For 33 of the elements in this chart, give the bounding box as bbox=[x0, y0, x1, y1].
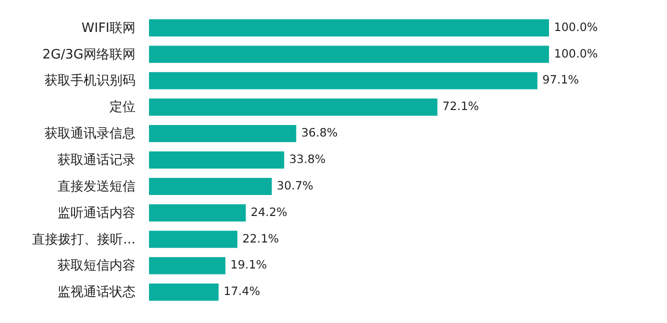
data-label: 19.1% bbox=[230, 258, 268, 272]
bar bbox=[149, 151, 284, 169]
data-label: 36.8% bbox=[301, 126, 338, 140]
bar bbox=[149, 124, 296, 142]
y-tick-label: 定位 bbox=[110, 100, 136, 116]
y-tick-label: 获取手机识别码 bbox=[44, 74, 136, 89]
bar bbox=[149, 98, 438, 116]
data-label: 30.7% bbox=[276, 178, 314, 192]
bar bbox=[149, 72, 538, 90]
bar bbox=[149, 46, 549, 63]
data-label: 100.0% bbox=[554, 46, 598, 60]
data-label: 17.4% bbox=[224, 284, 260, 298]
data-label: 72.1% bbox=[442, 99, 480, 114]
y-tick-label: 获取通讯录信息 bbox=[44, 126, 136, 142]
bar bbox=[149, 178, 272, 196]
bar bbox=[149, 257, 226, 274]
bar bbox=[149, 230, 238, 248]
y-tick-label: 获取短信内容 bbox=[58, 258, 136, 274]
y-tick-label: WIFI联网 bbox=[82, 20, 136, 36]
data-label: 22.1% bbox=[242, 231, 280, 246]
data-label: 100.0% bbox=[554, 20, 598, 34]
y-tick-label: 监听通话内容 bbox=[58, 204, 136, 221]
bar bbox=[149, 19, 549, 36]
y-tick-label: 直接拨打、接听... bbox=[32, 232, 136, 248]
bar bbox=[149, 204, 246, 222]
data-label: 33.8% bbox=[289, 152, 326, 166]
y-tick-label: 2G/3G网络联网 bbox=[42, 47, 136, 62]
y-tick-label: 获取通话记录 bbox=[58, 153, 136, 168]
y-tick-label: 直接发送短信 bbox=[58, 179, 136, 194]
data-label: 97.1% bbox=[542, 72, 580, 87]
data-label: 24.2% bbox=[250, 204, 288, 219]
bar bbox=[149, 284, 219, 301]
y-tick-label: 监视通话状态 bbox=[58, 285, 136, 300]
